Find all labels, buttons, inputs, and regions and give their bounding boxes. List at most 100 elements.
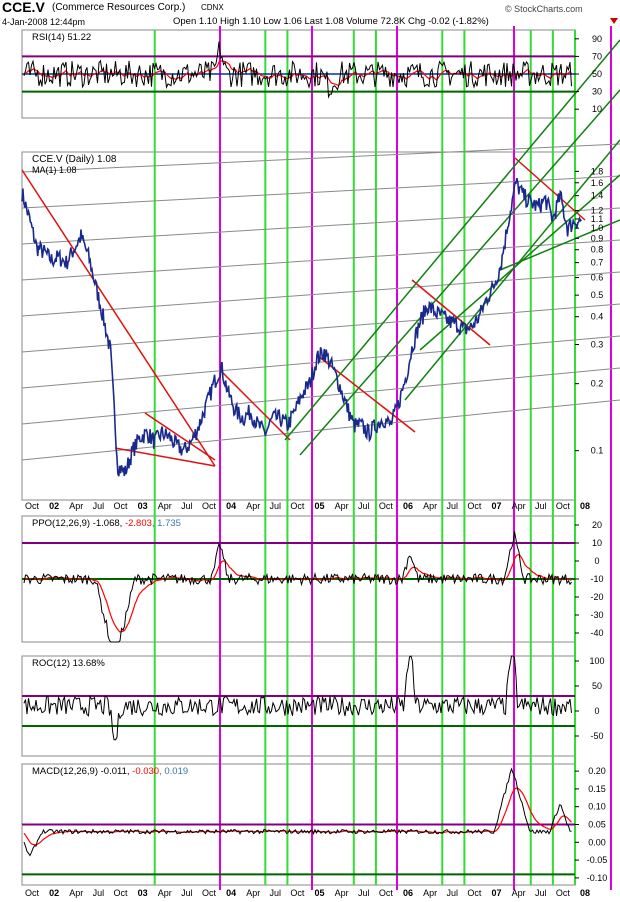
indicator-line	[23, 41, 572, 99]
x-axis-label: Jul	[93, 501, 105, 511]
indicator-title-part: -2.803	[125, 518, 152, 529]
x-axis-label: Oct	[379, 888, 394, 898]
price-axis-label: 1.4	[591, 191, 604, 201]
x-axis-label: Oct	[379, 501, 394, 511]
uptrend-line	[499, 219, 620, 271]
fan-line	[21, 143, 620, 173]
indicator-title-part: -0.030	[132, 766, 159, 777]
quote-date: 4-Jan-2008 12:44pm	[2, 17, 86, 27]
price-axis-label: 1.8	[591, 166, 604, 176]
x-axis-label: Oct	[25, 501, 40, 511]
x-axis-label: Apr	[158, 888, 172, 898]
x-axis-label: 03	[138, 501, 148, 511]
downtrend-line	[144, 412, 216, 461]
indicator-axis-label: -0.05	[587, 855, 608, 865]
x-axis-label: Apr	[69, 888, 83, 898]
x-axis-label: Apr	[512, 888, 526, 898]
x-axis-label: 06	[403, 501, 413, 511]
stockcharts-watermark: © StockCharts.com	[505, 4, 583, 14]
x-axis-label: Jul	[447, 501, 459, 511]
x-axis-label: Oct	[467, 888, 482, 898]
x-axis-label: Oct	[113, 888, 128, 898]
price-axis-label: 0.3	[591, 340, 604, 350]
x-axis-label: Jul	[447, 888, 459, 898]
price-axis-label: 0.1	[591, 446, 604, 456]
x-axis-label: Oct	[290, 888, 305, 898]
downtrend-line	[21, 169, 216, 467]
signal-line	[23, 60, 572, 86]
x-axis-label: Oct	[25, 888, 40, 898]
x-axis-label: Apr	[246, 888, 260, 898]
indicator-axis-label: 10	[592, 104, 602, 114]
fan-line	[21, 239, 620, 281]
x-axis-label: 02	[49, 501, 59, 511]
indicator-axis-label: 0	[594, 706, 599, 716]
price-axis-label: 0.5	[591, 290, 604, 300]
price-axis-label: 0.6	[591, 273, 604, 283]
indicator-axis-label: 0	[594, 556, 599, 566]
fan-line	[21, 303, 620, 353]
indicator-axis-label: 50	[592, 69, 602, 79]
indicator-title-part: , 0.019	[159, 766, 188, 777]
x-axis-label: Jul	[270, 501, 282, 511]
indicator-axis-label: -40	[590, 628, 603, 638]
panel-frame	[21, 655, 576, 757]
price-series-line	[21, 178, 582, 477]
price-axis-label: 1.0	[591, 223, 604, 233]
x-axis-label: 06	[403, 888, 413, 898]
fan-line	[21, 207, 620, 245]
x-axis-label: Jul	[358, 501, 370, 511]
x-axis-label: Jul	[535, 888, 547, 898]
indicator-axis-label: -50	[590, 731, 603, 741]
fan-line	[21, 335, 620, 389]
x-axis-label: Oct	[290, 501, 305, 511]
downtrend-line	[411, 279, 491, 346]
exchange-label: CDNX	[201, 3, 224, 12]
x-axis-label: Apr	[512, 501, 526, 511]
indicator-axis-label: 30	[592, 87, 602, 97]
menu-down-icon[interactable]	[610, 18, 618, 24]
indicator-line	[23, 531, 572, 643]
x-axis-label: 05	[315, 888, 325, 898]
x-axis-label: 05	[315, 501, 325, 511]
indicator-axis-label: 0.15	[588, 784, 606, 794]
x-axis-label: Oct	[556, 888, 571, 898]
indicator-axis-label: 0.20	[588, 766, 606, 776]
x-axis-label: 02	[49, 888, 59, 898]
x-axis-label: Apr	[335, 888, 349, 898]
uptrend-line	[284, 39, 620, 441]
indicator-axis-label: -30	[590, 610, 603, 620]
x-axis-label: Oct	[556, 501, 571, 511]
quote-summary: Open 1.10 High 1.10 Low 1.06 Last 1.08 V…	[173, 16, 489, 27]
x-axis-label: 03	[138, 888, 148, 898]
indicator-title: PPO(12,26,9) -1.068, -2.803, 1.735	[32, 518, 181, 529]
panel-frame	[21, 151, 576, 501]
x-axis-label: Apr	[335, 501, 349, 511]
fan-line	[21, 175, 620, 209]
indicator-axis-label: -20	[590, 592, 603, 602]
x-axis-label: Oct	[202, 888, 217, 898]
indicator-axis-label: 0.05	[588, 820, 606, 830]
price-axis-label: 0.4	[591, 312, 604, 322]
x-axis-label: Oct	[113, 501, 128, 511]
indicator-axis-label: 50	[592, 681, 602, 691]
x-axis-label: 04	[226, 888, 236, 898]
indicator-title-part: , 1.735	[152, 518, 181, 529]
fan-line	[21, 271, 620, 317]
x-axis-label: Apr	[69, 501, 83, 511]
price-axis-label: 0.8	[591, 245, 604, 255]
indicator-axis-label: 0.00	[588, 837, 606, 847]
x-axis-label: Apr	[423, 501, 437, 511]
price-legend: MA(1) 1.08	[32, 165, 77, 175]
indicator-axis-label: 20	[592, 520, 602, 530]
x-axis-label: Oct	[202, 501, 217, 511]
indicator-axis-label: 100	[589, 656, 604, 666]
company-name: (Commerce Resources Corp.)	[52, 2, 186, 13]
x-axis-label: Oct	[467, 501, 482, 511]
x-axis-label: Jul	[181, 888, 193, 898]
indicator-axis-label: -0.10	[587, 873, 608, 883]
x-axis-label: 04	[226, 501, 236, 511]
x-axis-label: Jul	[93, 888, 105, 898]
ticker-symbol: CCE.V	[2, 0, 45, 15]
